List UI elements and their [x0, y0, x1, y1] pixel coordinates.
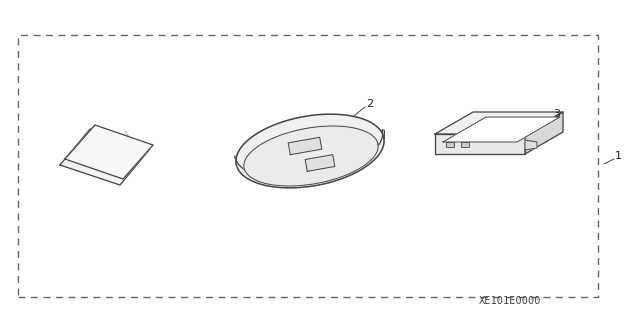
Bar — [446, 142, 454, 147]
Polygon shape — [305, 155, 335, 171]
Text: 2: 2 — [367, 99, 374, 109]
Text: XE101E0000: XE101E0000 — [479, 296, 541, 306]
Bar — [461, 142, 469, 147]
Polygon shape — [236, 114, 384, 188]
Text: 1: 1 — [614, 151, 621, 161]
Polygon shape — [525, 140, 537, 150]
Polygon shape — [65, 125, 153, 179]
Polygon shape — [435, 134, 525, 154]
Polygon shape — [244, 126, 378, 186]
Polygon shape — [443, 117, 560, 142]
Text: 3: 3 — [554, 109, 561, 119]
Polygon shape — [525, 112, 563, 154]
Polygon shape — [60, 129, 150, 185]
Polygon shape — [288, 137, 322, 155]
Polygon shape — [435, 112, 563, 134]
